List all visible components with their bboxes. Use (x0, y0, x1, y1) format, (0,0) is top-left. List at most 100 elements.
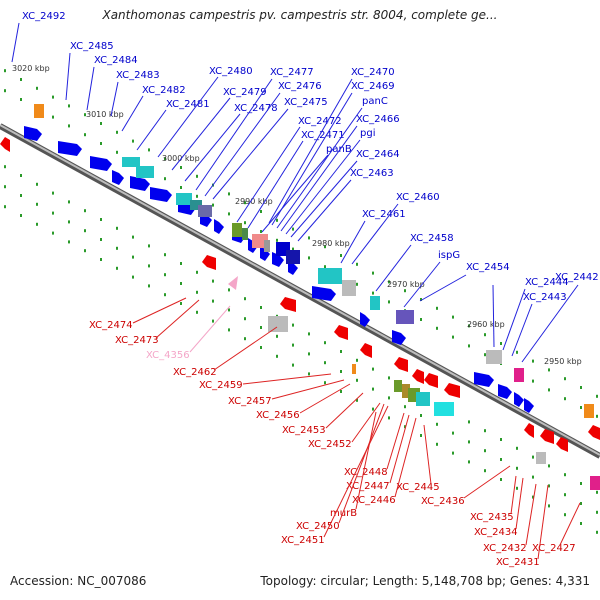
gene-label[interactable]: XC_2431 (496, 557, 540, 568)
gene-label[interactable]: XC_4356 (146, 350, 190, 361)
gene-label[interactable]: XC_2435 (470, 512, 514, 523)
gene-label[interactable]: ispG (438, 250, 460, 261)
gene-block[interactable] (34, 104, 44, 118)
gene-label[interactable]: XC_2427 (532, 543, 576, 554)
gene-label[interactable]: XC_2464 (356, 149, 400, 160)
gene-label[interactable]: XC_2459 (199, 380, 243, 391)
gene-label[interactable]: XC_2470 (351, 67, 395, 78)
gene-label[interactable]: XC_2463 (350, 168, 394, 179)
gene-label[interactable]: XC_2454 (466, 262, 510, 273)
forward-gene-arrow[interactable] (392, 330, 406, 345)
reverse-gene-arrow[interactable] (556, 437, 568, 452)
gene-block[interactable] (122, 157, 140, 167)
forward-gene-arrow[interactable] (474, 372, 494, 387)
gene-block[interactable] (268, 316, 288, 332)
gene-block[interactable] (584, 404, 594, 418)
gene-block[interactable] (352, 364, 356, 374)
gene-label[interactable]: XC_2461 (362, 209, 406, 220)
gene-block[interactable] (232, 223, 242, 237)
forward-gene-arrow[interactable] (360, 312, 370, 327)
gene-block[interactable] (286, 250, 300, 264)
gene-block[interactable] (394, 380, 402, 392)
reverse-gene-arrow[interactable] (394, 357, 408, 372)
gene-label[interactable]: XC_2472 (298, 116, 342, 127)
gene-block[interactable] (136, 166, 154, 178)
gene-label[interactable]: XC_2436 (421, 496, 465, 507)
gene-label[interactable]: XC_2483 (116, 70, 160, 81)
gene-label[interactable]: XC_2475 (284, 97, 328, 108)
forward-gene-arrow[interactable] (514, 392, 524, 407)
reverse-gene-arrow[interactable] (0, 137, 10, 152)
gene-block[interactable] (514, 368, 524, 382)
gene-label[interactable]: XC_2447 (346, 481, 390, 492)
gene-label[interactable]: XC_2442 (555, 272, 599, 283)
gene-label[interactable]: XC_2492 (22, 11, 66, 22)
pseudogene-arrow[interactable] (228, 276, 238, 290)
gene-block[interactable] (342, 280, 356, 296)
gene-block[interactable] (486, 350, 502, 364)
gene-label[interactable]: XC_2462 (173, 367, 217, 378)
forward-gene-arrow[interactable] (24, 126, 42, 141)
gene-block[interactable] (536, 452, 546, 464)
forward-gene-arrow[interactable] (272, 252, 284, 267)
gene-block[interactable] (416, 392, 430, 406)
gene-label[interactable]: panC (362, 96, 388, 107)
gene-block[interactable] (590, 476, 600, 490)
reverse-gene-arrow[interactable] (202, 255, 216, 270)
gene-block[interactable] (264, 240, 270, 252)
forward-gene-arrow[interactable] (58, 141, 82, 156)
gene-label[interactable]: pgi (360, 128, 375, 139)
gene-block[interactable] (434, 402, 454, 416)
gene-block[interactable] (242, 228, 248, 240)
gene-label[interactable]: XC_2480 (209, 66, 253, 77)
gene-block[interactable] (318, 268, 342, 284)
gene-label[interactable]: XC_2469 (351, 81, 395, 92)
gene-label[interactable]: XC_2457 (228, 396, 272, 407)
gene-label[interactable]: XC_2444 (525, 277, 569, 288)
gene-label[interactable]: XC_2451 (281, 535, 325, 546)
gene-label[interactable]: XC_2471 (301, 130, 345, 141)
gene-label[interactable]: XC_2453 (282, 425, 326, 436)
gene-label[interactable]: XC_2456 (256, 410, 300, 421)
gene-label[interactable]: panB (326, 144, 352, 155)
gene-block[interactable] (176, 193, 192, 205)
reverse-gene-arrow[interactable] (540, 429, 554, 444)
reverse-gene-arrow[interactable] (524, 423, 534, 438)
gene-label[interactable]: murB (330, 508, 357, 519)
gene-label[interactable]: XC_2452 (308, 439, 352, 450)
gene-label[interactable]: XC_2466 (356, 114, 400, 125)
gene-label[interactable]: XC_2474 (89, 320, 133, 331)
reverse-gene-arrow[interactable] (280, 297, 296, 312)
gene-label[interactable]: XC_2448 (344, 467, 388, 478)
gene-label[interactable]: XC_2434 (474, 527, 518, 538)
forward-gene-arrow[interactable] (130, 176, 150, 191)
reverse-gene-arrow[interactable] (444, 383, 460, 398)
gene-label[interactable]: XC_2445 (396, 482, 440, 493)
gene-block[interactable] (402, 384, 410, 398)
forward-gene-arrow[interactable] (312, 286, 336, 301)
reverse-gene-arrow[interactable] (334, 325, 348, 340)
forward-gene-arrow[interactable] (112, 170, 124, 185)
gene-label[interactable]: XC_2432 (483, 543, 527, 554)
forward-gene-arrow[interactable] (214, 219, 224, 234)
gene-block[interactable] (198, 205, 212, 217)
forward-gene-arrow[interactable] (90, 156, 112, 171)
gene-label[interactable]: XC_2484 (94, 55, 138, 66)
gene-label[interactable]: XC_2482 (142, 85, 186, 96)
gene-block[interactable] (190, 200, 202, 210)
gene-label[interactable]: XC_2476 (278, 81, 322, 92)
gene-block[interactable] (370, 296, 380, 310)
reverse-gene-arrow[interactable] (424, 373, 438, 388)
forward-gene-arrow[interactable] (498, 384, 512, 399)
gene-label[interactable]: XC_2473 (115, 335, 159, 346)
gene-label[interactable]: XC_2446 (352, 495, 396, 506)
forward-gene-arrow[interactable] (524, 398, 534, 413)
gene-label[interactable]: XC_2443 (523, 292, 567, 303)
gene-label[interactable]: XC_2478 (234, 103, 278, 114)
forward-gene-arrow[interactable] (150, 187, 172, 202)
gene-label[interactable]: XC_2481 (166, 99, 210, 110)
forward-gene-arrow[interactable] (260, 246, 270, 261)
reverse-gene-arrow[interactable] (412, 369, 424, 384)
gene-label[interactable]: XC_2477 (270, 67, 314, 78)
